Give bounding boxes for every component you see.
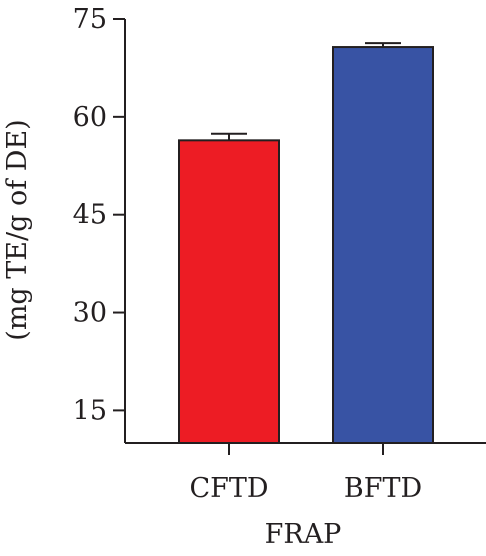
x-category-label: CFTD: [189, 473, 268, 504]
y-tick-label: 15: [73, 395, 107, 426]
y-ticks: 15 30 45 60 75: [73, 4, 125, 426]
x-category-label: BFTD: [344, 473, 422, 504]
bar-cftd: [178, 139, 280, 444]
x-category-labels: CFTD BFTD: [189, 443, 422, 504]
y-tick-label: 60: [73, 102, 107, 133]
bar-bftd: [332, 46, 434, 445]
y-tick-label: 45: [73, 200, 107, 231]
x-axis-title: FRAP: [265, 519, 342, 550]
y-tick-label: 30: [73, 298, 107, 329]
y-tick-label: 75: [73, 4, 107, 35]
bars: [178, 42, 434, 445]
y-axis-title: (mg TE/g of DE): [2, 119, 33, 340]
